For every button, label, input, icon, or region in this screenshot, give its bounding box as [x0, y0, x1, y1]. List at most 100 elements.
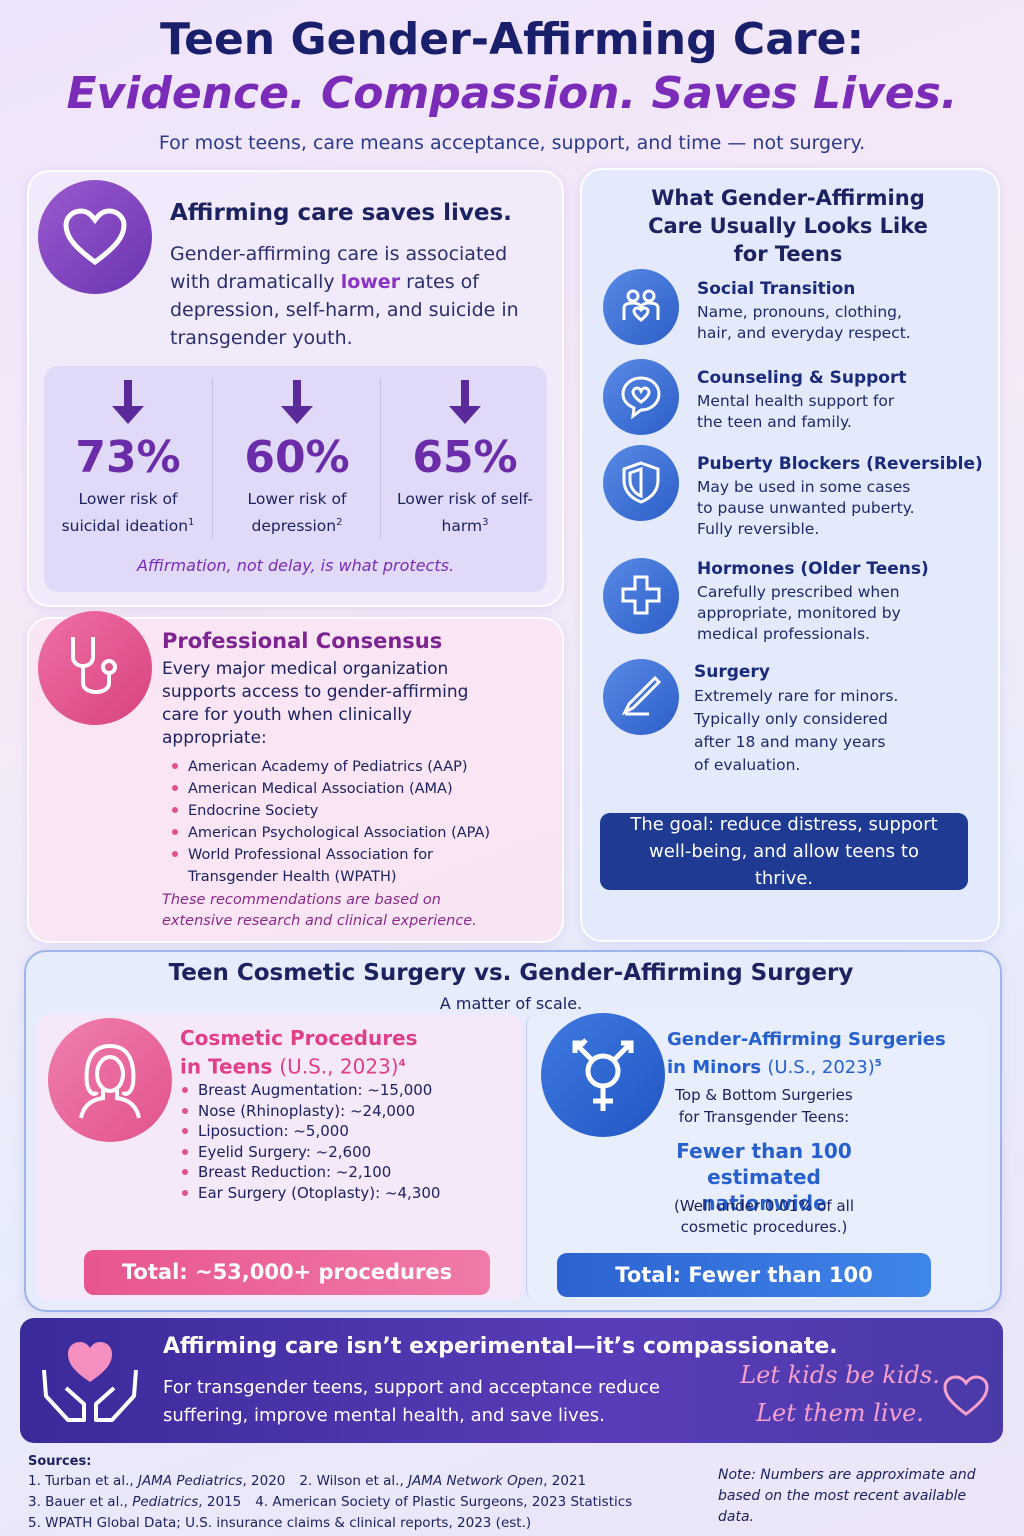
cosmetic-item: Liposuction: ~5,000	[176, 1121, 516, 1142]
stat-text: Lower risk of self-harm	[396, 490, 533, 536]
hands-heart-icon	[42, 1342, 138, 1422]
org-item: American Psychological Association (APA)	[166, 822, 516, 844]
heading-year: (U.S., 2023)	[279, 1054, 399, 1079]
stat-value: 60%	[244, 432, 350, 483]
glyph	[621, 575, 661, 615]
banner-body: For transgender teens, support and accep…	[163, 1377, 660, 1426]
decoration	[68, 1342, 112, 1382]
heading-text: in Teens	[180, 1054, 273, 1079]
source-year: , 2015	[198, 1494, 242, 1510]
gender-desc: Top & Bottom Surgeries for Transgender T…	[675, 1086, 853, 1126]
org-item: Endocrine Society	[166, 800, 516, 822]
decoration	[621, 376, 661, 420]
care-icon	[603, 659, 679, 735]
source-author: 1. Turban et al.,	[28, 1473, 134, 1489]
heading-text: in Minors	[667, 1057, 762, 1078]
source-journal: Pediatrics	[132, 1494, 199, 1510]
decoration	[79, 1090, 141, 1119]
gender-detail: (Well under 0.01% of all cosmetic proced…	[673, 1197, 854, 1236]
decoration	[71, 637, 117, 694]
care-icon	[603, 558, 679, 634]
stethoscope-icon	[38, 611, 152, 725]
lives-body: Gender-affirming care is associated with…	[170, 240, 530, 352]
stat-value: 73%	[75, 432, 181, 483]
stat: 60% Lower risk of depression2	[212, 378, 381, 538]
decoration	[943, 1375, 989, 1416]
stat-label: Lower risk of suicidal ideation1	[58, 488, 198, 538]
org-item: American Academy of Pediatrics (AAP)	[166, 756, 516, 778]
care-text: Carefully prescribed when appropriate, m…	[697, 583, 901, 643]
decoration	[63, 208, 127, 266]
decoration	[585, 1053, 621, 1089]
down-arrow	[112, 380, 144, 424]
gender-heading: Gender-Affirming Surgeries in Minors (U.S…	[667, 1028, 946, 1080]
stat: 73% Lower risk of suicidal ideation1	[44, 378, 212, 538]
care-icon	[603, 269, 679, 345]
stat-text: Lower risk of suicidal ideation	[61, 490, 189, 536]
slogan-line: Let them live.	[756, 1399, 924, 1427]
stats-tagline: Affirmation, not delay, is what protects…	[136, 556, 455, 575]
down-arrow	[449, 380, 481, 424]
body-text: rates of depression, self-harm, and suic…	[170, 271, 519, 349]
stat-text: Lower risk of depression	[247, 490, 347, 536]
source-row: 5. WPATH Global Data; U.S. insurance cla…	[28, 1513, 708, 1534]
care-heading: What Gender-Affirming Care Usually Looks…	[648, 186, 928, 266]
stat: 65% Lower risk of self-harm3	[380, 378, 549, 538]
source: 3. Bauer et al., Pediatrics, 2015	[28, 1494, 241, 1510]
goal-box: The goal: reduce distress, support well-…	[600, 813, 968, 890]
subtitle: For most teens, care means acceptance, s…	[158, 132, 866, 154]
care-title: Surgery	[694, 662, 770, 682]
cosmetic-heading: Cosmetic Procedures in Teens (U.S., 2023)…	[180, 1026, 418, 1080]
goal-text: The goal: reduce distress, support well-…	[630, 814, 938, 889]
decoration	[63, 208, 127, 266]
body-highlight: lower	[340, 271, 401, 293]
decoration	[81, 667, 111, 694]
heading-text: Cosmetic Procedures	[180, 1026, 418, 1050]
title: Teen Gender-Affirming Care:	[159, 14, 865, 65]
heart-outline	[943, 1375, 989, 1416]
cosmetic-item: Breast Augmentation: ~15,000	[176, 1080, 516, 1101]
footnote: 4	[398, 1058, 406, 1069]
source-row: 1. Turban et al., JAMA Pediatrics, 2020 2…	[28, 1471, 708, 1492]
decoration	[101, 659, 117, 675]
care-title: Puberty Blockers (Reversible)	[697, 454, 983, 474]
heading-text: Gender-Affirming Surgeries	[667, 1029, 946, 1050]
care-icon	[603, 445, 679, 521]
decoration	[112, 380, 144, 424]
footnote: 1	[188, 517, 195, 528]
source: 4. American Society of Plastic Surgeons,…	[255, 1494, 633, 1510]
decoration: American Academy of Pediatrics (AAP) Amer…	[166, 756, 516, 888]
decoration	[71, 637, 95, 668]
decoration	[95, 1055, 125, 1093]
sources-label: Sources:	[28, 1454, 92, 1469]
decoration	[632, 306, 650, 322]
source-row: 3. Bauer et al., Pediatrics, 2015 4. Amer…	[28, 1492, 708, 1513]
tagline: Evidence. Compassion. Saves Lives.	[66, 68, 958, 119]
cosmetic-item: Breast Reduction: ~2,100	[176, 1162, 516, 1183]
cosmetic-item: Ear Surgery (Otoplasty): ~4,300	[176, 1183, 516, 1204]
footnote: 5	[874, 1058, 882, 1069]
source: 1. Turban et al., JAMA Pediatrics, 2020	[28, 1473, 285, 1489]
org-item: American Medical Association (AMA)	[166, 778, 516, 800]
comparison-subtitle: A matter of scale.	[439, 994, 583, 1013]
glyph	[622, 461, 660, 504]
decoration: Breast Augmentation: ~15,000 Nose (Rhinop…	[176, 1080, 516, 1203]
down-arrow	[281, 380, 313, 424]
care-text: Mental health support for the teen and f…	[697, 392, 895, 431]
decoration	[42, 1369, 138, 1422]
source-journal: JAMA Network Open	[408, 1473, 544, 1489]
glyph	[621, 376, 661, 420]
cosmetic-item: Eyelid Surgery: ~2,600	[176, 1142, 516, 1163]
decoration	[626, 289, 640, 303]
source-year: , 2020	[242, 1473, 286, 1489]
cosmetic-item: Nose (Rhinoplasty): ~24,000	[176, 1101, 516, 1122]
banner-heading: Affirming care isn’t experimental—it’s c…	[163, 1334, 838, 1359]
consensus-heading: Professional Consensus	[162, 629, 443, 653]
decoration	[642, 289, 656, 303]
care-title: Counseling & Support	[697, 368, 907, 388]
source-author: 3. Bauer et al.,	[28, 1494, 128, 1510]
decoration	[572, 1038, 634, 1111]
care-title: Hormones (Older Teens)	[697, 559, 929, 579]
decoration	[621, 575, 661, 615]
